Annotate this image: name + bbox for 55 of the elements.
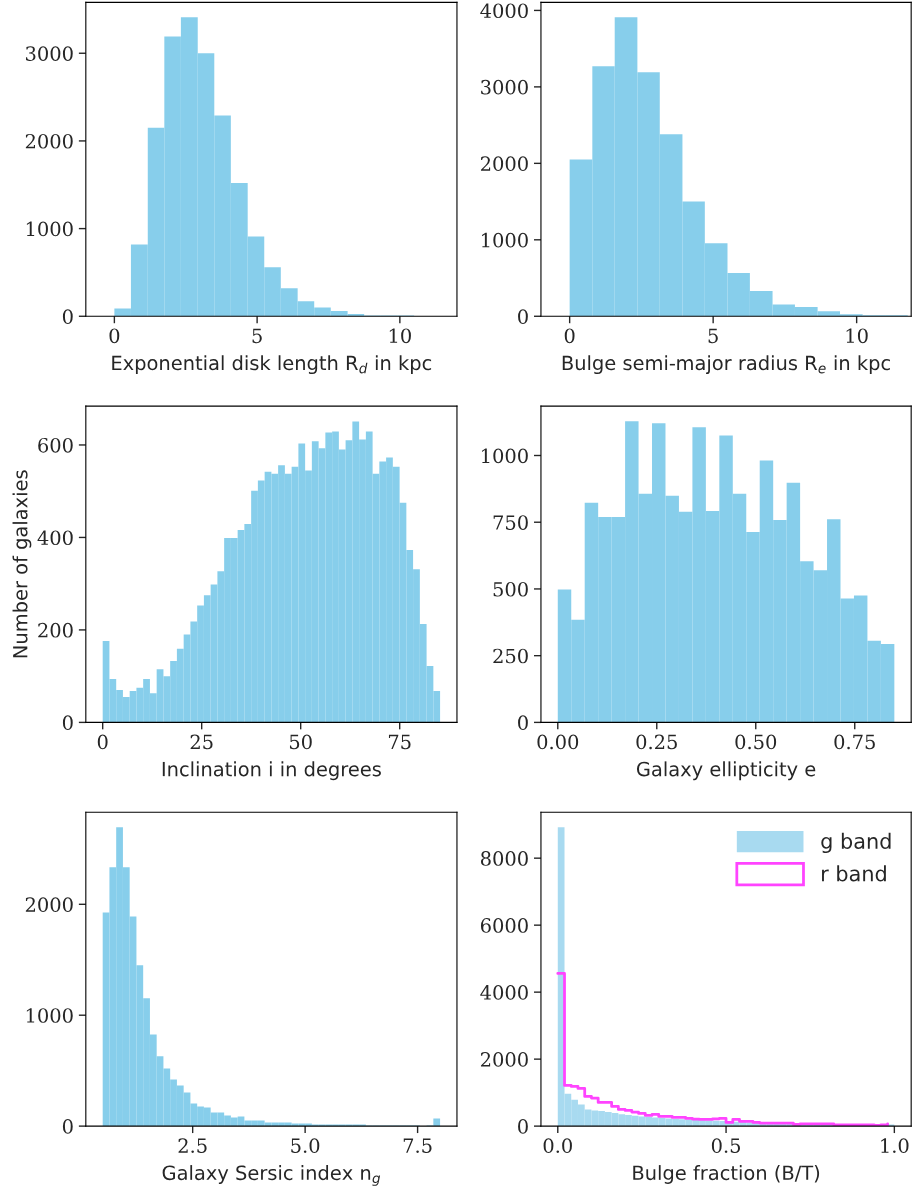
x-tick-label: 0 xyxy=(109,328,120,344)
y-tick-label: 2000 xyxy=(25,897,73,912)
y-tick-label: 1000 xyxy=(26,221,73,237)
y-tick-label: 500 xyxy=(493,581,528,597)
y-tick-label: 0 xyxy=(518,715,528,731)
x-axis-title: Bulge semi-major radius R$_{e}$ in kpc xyxy=(562,355,890,375)
x-tick-label: 5 xyxy=(252,328,262,344)
x-tick-label: 5.0 xyxy=(291,1138,320,1153)
y-tick-label: 8000 xyxy=(480,851,528,866)
x-tick-label: 0 xyxy=(97,734,108,750)
x-axis-title: Exponential disk length R$_{d}$ in kpc xyxy=(112,355,432,375)
x-tick-label: 0.50 xyxy=(735,734,777,750)
y-tick-label: 2000 xyxy=(25,133,73,149)
legend-label: g band xyxy=(821,832,891,854)
y-tick-label: 0 xyxy=(62,1119,73,1134)
y-axis-title: Number of galaxies xyxy=(12,470,32,658)
y-tick-label: 2000 xyxy=(480,156,528,172)
y-tick-label: 1000 xyxy=(482,448,528,464)
legend-label: r band xyxy=(822,865,886,882)
y-tick-label: 6000 xyxy=(480,918,528,933)
y-tick-label: 4000 xyxy=(480,985,528,1000)
y-tick-label: 0 xyxy=(518,1119,528,1134)
x-tick-label: 0.0 xyxy=(543,1138,572,1153)
y-tick-label: 200 xyxy=(38,622,73,638)
y-tick-label: 3000 xyxy=(26,46,73,61)
y-tick-label: 600 xyxy=(38,437,73,453)
x-tick-label: 10 xyxy=(846,328,868,344)
x-tick-label: 10 xyxy=(389,328,411,344)
x-axis-title: Bulge fraction (B/T) xyxy=(633,1165,820,1184)
y-tick-label: 1000 xyxy=(26,1008,73,1023)
y-tick-label: 250 xyxy=(493,648,528,664)
y-tick-label: 0 xyxy=(518,309,528,324)
x-tick-label: 7.5 xyxy=(403,1138,432,1153)
x-tick-label: 75 xyxy=(388,734,411,750)
y-tick-label: 4000 xyxy=(480,3,528,19)
y-tick-label: 1000 xyxy=(482,232,528,248)
y-tick-label: 3000 xyxy=(481,79,528,95)
x-tick-label: 0.25 xyxy=(636,734,677,750)
y-tick-label: 2000 xyxy=(480,1052,528,1067)
x-tick-label: 0 xyxy=(564,328,575,344)
y-tick-label: 750 xyxy=(493,515,528,530)
x-tick-label: 0.5 xyxy=(711,1138,741,1153)
x-tick-label: 0.75 xyxy=(834,734,875,750)
x-tick-label: 2.5 xyxy=(178,1138,207,1153)
y-tick-label: 0 xyxy=(62,715,73,731)
x-axis-title: Galaxy Sersic index n$_{g}$ xyxy=(162,1165,381,1186)
x-axis-title: Galaxy ellipticity e xyxy=(636,761,816,781)
x-tick-label: 1.0 xyxy=(881,1138,909,1153)
x-axis-title: Inclination i in degrees xyxy=(162,761,381,781)
x-tick-label: 5 xyxy=(708,328,718,344)
y-tick-label: 0 xyxy=(62,309,73,324)
x-tick-label: 25 xyxy=(190,734,213,750)
x-tick-label: 0.00 xyxy=(537,734,579,750)
x-tick-label: 50 xyxy=(289,734,312,750)
y-tick-label: 400 xyxy=(37,530,73,546)
